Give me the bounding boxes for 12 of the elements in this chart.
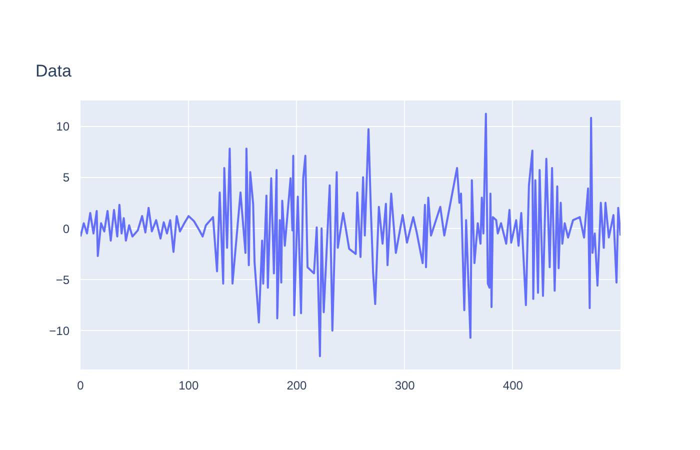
x-tick-label: 300 bbox=[394, 378, 416, 392]
y-tick-label: 10 bbox=[56, 120, 70, 134]
y-tick-label: −5 bbox=[56, 272, 70, 287]
line-series bbox=[80, 112, 620, 358]
y-tick-label: 5 bbox=[62, 170, 70, 185]
x-tick-label: 0 bbox=[77, 378, 84, 392]
chart-title: Data bbox=[36, 62, 72, 80]
y-tick-label: −10 bbox=[49, 324, 70, 338]
x-tick-label: 400 bbox=[502, 378, 524, 392]
x-tick-label: 200 bbox=[286, 378, 308, 392]
x-tick-label: 100 bbox=[178, 378, 199, 392]
y-tick-label: 0 bbox=[62, 222, 70, 236]
